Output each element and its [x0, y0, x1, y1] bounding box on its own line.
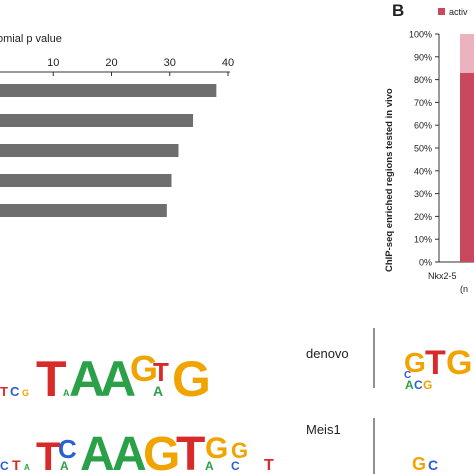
x-axis-ticks: 10 20 30 40 [47, 57, 234, 76]
bar-segment-active [460, 72, 474, 262]
svg-text:G: G [231, 438, 248, 463]
svg-text:A: A [24, 463, 30, 472]
svg-text:A: A [153, 383, 163, 399]
legend-swatch [438, 8, 445, 15]
y-tick-label: 60% [414, 121, 432, 131]
y-tick-label: 0% [419, 258, 432, 268]
y-axis-ticks: 0% 10% 20% 30% 40% 50% 60% 70% 80% 90% 100% [409, 30, 439, 268]
svg-text:A: A [405, 378, 414, 392]
svg-text:C: C [414, 378, 423, 392]
svg-text:A: A [112, 428, 147, 474]
svg-text:C: C [231, 459, 240, 473]
denovo-sequence-logo: T C G T A A A G T A G [0, 348, 211, 407]
svg-text:T: T [176, 428, 205, 474]
svg-text:T: T [36, 351, 67, 407]
y-tick-label: 90% [414, 52, 432, 62]
svg-text:G: G [404, 347, 426, 378]
svg-text:T: T [153, 357, 169, 387]
in-vivo-activity-chart: B activ ChIP-seq enriched regions tested… [384, 1, 474, 294]
svg-text:C: C [404, 370, 411, 381]
svg-text:G: G [205, 432, 228, 465]
y-tick-label: 30% [414, 189, 432, 199]
svg-text:C: C [0, 459, 9, 473]
svg-text:A: A [60, 459, 69, 473]
y-axis-label: ChIP-seq enriched regions tested in vivo [384, 88, 395, 272]
bar [0, 144, 179, 157]
bars [0, 84, 217, 217]
pvalue-bar-chart: omial p value 10 20 30 40 [0, 33, 234, 217]
x-tick-label: 30 [164, 57, 176, 69]
bar [0, 204, 167, 217]
svg-text:G: G [172, 351, 211, 407]
svg-text:A: A [205, 459, 214, 473]
svg-text:T: T [425, 344, 446, 382]
category-sublabel: (n [460, 284, 468, 294]
y-tick-label: 70% [414, 98, 432, 108]
y-tick-label: 20% [414, 212, 432, 222]
svg-text:G: G [423, 378, 432, 392]
svg-text:T: T [264, 457, 274, 474]
x-axis-label: omial p value [0, 33, 62, 45]
motif-label-meis1: Meis1 [306, 422, 341, 437]
legend-label: activ [449, 7, 468, 17]
stacked-bar [460, 34, 474, 262]
svg-text:G: G [143, 428, 180, 474]
y-tick-label: 100% [409, 30, 432, 40]
svg-text:A: A [63, 388, 70, 398]
svg-text:T: T [36, 435, 60, 474]
motif-label-denovo: denovo [306, 346, 349, 361]
x-tick-label: 40 [222, 57, 234, 69]
svg-text:C: C [428, 457, 438, 473]
x-tick-label: 20 [105, 57, 117, 69]
svg-text:A: A [80, 428, 115, 474]
category-label: Nkx2-5 [428, 271, 457, 281]
svg-text:G: G [22, 388, 29, 398]
y-tick-label: 50% [414, 144, 432, 154]
bar [0, 174, 172, 187]
y-tick-label: 10% [414, 235, 432, 245]
svg-text:C: C [58, 434, 77, 464]
svg-text:G: G [446, 344, 472, 382]
meis1-sequence-logo: C T A T C A A A G T G A G C T [0, 428, 274, 474]
svg-text:A: A [100, 351, 136, 407]
y-tick-label: 40% [414, 166, 432, 176]
bar-segment-other [460, 34, 474, 73]
svg-text:C: C [10, 384, 20, 399]
svg-text:T: T [12, 457, 21, 473]
bar [0, 84, 217, 97]
svg-text:A: A [69, 351, 105, 407]
x-tick-label: 10 [47, 57, 59, 69]
svg-text:T: T [0, 384, 8, 399]
y-tick-label: 80% [414, 75, 432, 85]
svg-text:G: G [130, 348, 158, 389]
partial-sequence-logo: C G T G A C G G C [404, 344, 472, 474]
svg-text:G: G [412, 454, 426, 474]
bar [0, 114, 194, 127]
panel-label-b: B [392, 1, 404, 20]
